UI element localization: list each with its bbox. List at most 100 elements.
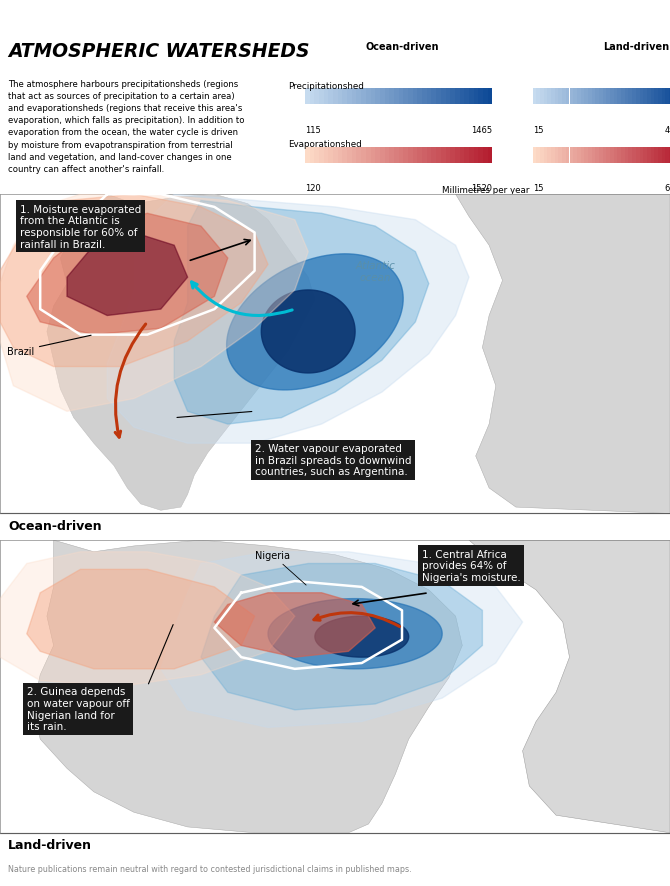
Bar bbox=[543, 89, 547, 105]
Bar bbox=[436, 89, 441, 105]
Bar bbox=[632, 89, 636, 105]
Bar bbox=[314, 89, 319, 105]
Bar bbox=[483, 148, 488, 163]
Bar bbox=[417, 89, 422, 105]
Bar bbox=[474, 148, 478, 163]
Bar bbox=[310, 89, 314, 105]
Bar bbox=[555, 148, 558, 163]
Bar bbox=[450, 148, 455, 163]
Text: 1465: 1465 bbox=[471, 126, 492, 135]
Bar bbox=[588, 148, 592, 163]
Polygon shape bbox=[67, 233, 188, 316]
Polygon shape bbox=[27, 214, 228, 335]
Bar bbox=[570, 89, 573, 105]
Bar bbox=[595, 148, 599, 163]
Text: Land-driven: Land-driven bbox=[8, 838, 92, 851]
Polygon shape bbox=[107, 195, 469, 444]
Bar bbox=[628, 89, 632, 105]
Bar bbox=[403, 148, 408, 163]
Polygon shape bbox=[27, 570, 255, 669]
Polygon shape bbox=[0, 552, 295, 687]
Bar bbox=[662, 148, 665, 163]
Bar bbox=[577, 148, 580, 163]
Bar bbox=[319, 89, 324, 105]
Text: 1. Moisture evaporated
from the Atlantic is
responsible for 60% of
rainfall in B: 1. Moisture evaporated from the Atlantic… bbox=[20, 205, 141, 249]
Bar bbox=[455, 148, 460, 163]
Bar bbox=[603, 89, 606, 105]
Bar bbox=[588, 89, 592, 105]
Bar bbox=[570, 148, 573, 163]
Polygon shape bbox=[34, 540, 462, 833]
Bar bbox=[328, 89, 333, 105]
Bar bbox=[371, 89, 375, 105]
Bar bbox=[333, 148, 338, 163]
Bar bbox=[647, 89, 651, 105]
Bar bbox=[460, 89, 464, 105]
Bar bbox=[338, 89, 342, 105]
Bar bbox=[446, 89, 450, 105]
Bar bbox=[436, 148, 441, 163]
Bar bbox=[543, 148, 547, 163]
Bar bbox=[356, 89, 361, 105]
Bar bbox=[584, 89, 588, 105]
Bar bbox=[385, 148, 389, 163]
Text: 115: 115 bbox=[305, 126, 321, 135]
Bar bbox=[654, 148, 658, 163]
Polygon shape bbox=[0, 195, 308, 412]
Bar bbox=[662, 89, 665, 105]
Polygon shape bbox=[201, 563, 482, 710]
Bar bbox=[632, 148, 636, 163]
Bar bbox=[389, 89, 394, 105]
Bar bbox=[651, 148, 654, 163]
Text: 1. Central Africa
provides 64% of
Nigeria's moisture.: 1. Central Africa provides 64% of Nigeri… bbox=[422, 549, 521, 582]
Bar bbox=[592, 89, 595, 105]
Bar bbox=[413, 89, 417, 105]
Bar bbox=[319, 148, 324, 163]
Bar bbox=[469, 89, 474, 105]
Bar bbox=[314, 148, 319, 163]
Bar bbox=[643, 89, 647, 105]
Bar bbox=[324, 89, 328, 105]
Bar bbox=[488, 148, 492, 163]
Bar bbox=[562, 89, 565, 105]
Bar bbox=[328, 148, 333, 163]
Bar bbox=[573, 148, 577, 163]
Bar bbox=[584, 148, 588, 163]
Bar bbox=[361, 148, 366, 163]
Bar bbox=[338, 148, 342, 163]
Bar bbox=[565, 89, 570, 105]
Bar bbox=[305, 148, 310, 163]
Bar bbox=[389, 148, 394, 163]
Bar bbox=[347, 89, 352, 105]
Bar bbox=[371, 148, 375, 163]
Bar bbox=[352, 89, 356, 105]
Bar bbox=[606, 148, 610, 163]
Polygon shape bbox=[214, 593, 375, 657]
Bar bbox=[580, 89, 584, 105]
Text: Evaporationshed: Evaporationshed bbox=[288, 140, 362, 149]
Bar bbox=[488, 89, 492, 105]
Bar bbox=[551, 89, 555, 105]
Bar bbox=[460, 148, 464, 163]
Bar bbox=[408, 148, 413, 163]
Text: 15: 15 bbox=[533, 126, 543, 135]
Bar bbox=[577, 89, 580, 105]
Bar bbox=[450, 89, 455, 105]
Bar bbox=[478, 148, 483, 163]
Bar bbox=[403, 89, 408, 105]
Bar bbox=[547, 89, 551, 105]
Bar bbox=[624, 89, 628, 105]
Bar bbox=[333, 89, 338, 105]
Bar bbox=[464, 148, 469, 163]
Polygon shape bbox=[268, 599, 442, 669]
Bar bbox=[366, 148, 371, 163]
Text: Precipitationshed: Precipitationshed bbox=[288, 82, 364, 90]
Text: Nigeria: Nigeria bbox=[255, 550, 306, 586]
Polygon shape bbox=[161, 552, 523, 727]
Bar bbox=[639, 148, 643, 163]
Text: Brazil: Brazil bbox=[7, 336, 91, 356]
Bar bbox=[474, 89, 478, 105]
Bar bbox=[599, 148, 602, 163]
Bar bbox=[446, 148, 450, 163]
Text: Ocean-driven: Ocean-driven bbox=[365, 42, 439, 52]
